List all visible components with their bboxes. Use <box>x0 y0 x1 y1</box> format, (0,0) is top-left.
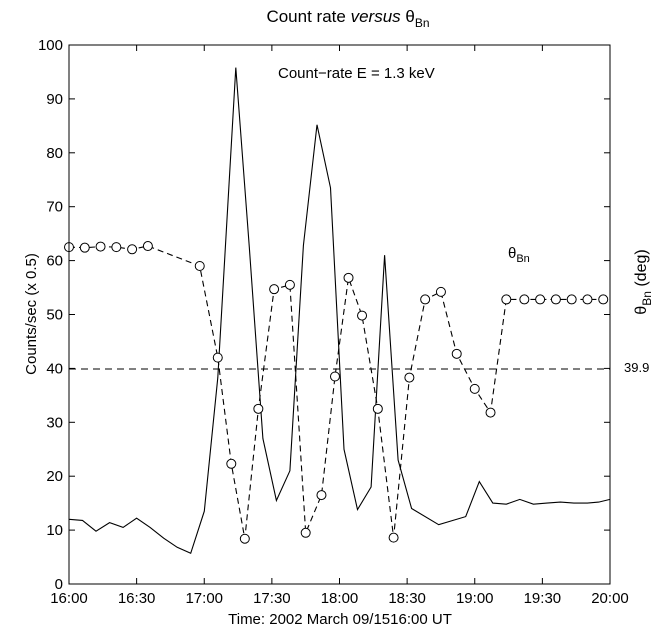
title-italic: versus <box>351 7 402 26</box>
x-tick-label: 19:00 <box>456 590 494 607</box>
theta-annotation: θBn <box>508 245 530 265</box>
right-axis-label: θBn (deg) <box>633 249 654 314</box>
title-main: Count rate <box>266 7 345 26</box>
theta-bn-point <box>435 286 446 297</box>
reference-value-label: 39.9 <box>624 360 649 375</box>
y-tick-label: 0 <box>55 576 63 593</box>
theta-bn-point <box>127 244 138 255</box>
y-tick-label: 60 <box>46 253 63 270</box>
right-label-theta: θ <box>633 306 650 315</box>
theta-bn-point <box>451 348 462 359</box>
chart-title: Count rate versus θBn <box>266 7 429 30</box>
theta-bn-point <box>420 294 431 305</box>
theta-bn-point <box>519 294 530 305</box>
y-tick-label: 80 <box>46 145 63 162</box>
theta-bn-point <box>372 403 383 414</box>
y-tick-label: 20 <box>46 468 63 485</box>
theta-annotation-symbol: θ <box>508 245 516 262</box>
theta-bn-point <box>582 294 593 305</box>
theta-bn-point <box>253 403 264 414</box>
y-tick-label: 50 <box>46 307 63 324</box>
title-theta: θ <box>405 7 414 26</box>
theta-bn-point <box>226 458 237 469</box>
y-tick-label: 30 <box>46 414 63 431</box>
count-rate-line <box>68 67 611 555</box>
theta-bn-point <box>535 294 546 305</box>
x-axis-label: Time: 2002 March 09/1516:00 UT <box>228 611 452 628</box>
x-tick-label: 18:30 <box>388 590 426 607</box>
y-axis-label: Counts/sec (x 0.5) <box>23 253 40 375</box>
ticks-layer: 0 10 20 30 40 50 60 70 80 90 100 16:00 16:30 17:00 17:… <box>38 37 629 607</box>
theta-bn-point <box>79 242 90 253</box>
theta-bn-point <box>357 310 368 321</box>
theta-bn-point <box>550 294 561 305</box>
x-tick-label: 20:00 <box>591 590 629 607</box>
theta-bn-point <box>300 527 311 538</box>
y-tick-label: 100 <box>38 37 63 54</box>
theta-bn-point <box>388 532 399 543</box>
x-tick-label: 18:00 <box>321 590 359 607</box>
theta-bn-point <box>343 272 354 283</box>
theta-bn-point <box>501 294 512 305</box>
right-label-unit: (deg) <box>633 249 650 291</box>
y-tick-label: 70 <box>46 199 63 216</box>
theta-bn-point <box>194 260 205 271</box>
theta-bn-point <box>269 284 280 295</box>
theta-annotation-sub: Bn <box>516 253 529 265</box>
theta-bn-point <box>284 279 295 290</box>
x-tick-label: 19:30 <box>524 590 562 607</box>
series-layer <box>64 67 611 555</box>
theta-bn-point <box>598 294 609 305</box>
theta-bn-point <box>469 383 480 394</box>
theta-bn-point <box>212 352 223 363</box>
theta-bn-point <box>485 407 496 418</box>
theta-bn-point <box>95 241 106 252</box>
theta-bn-point <box>239 533 250 544</box>
x-tick-label: 16:30 <box>118 590 156 607</box>
theta-bn-point <box>316 490 327 501</box>
right-label-sub: Bn <box>640 291 654 306</box>
y-tick-label: 90 <box>46 91 63 108</box>
x-tick-label: 17:30 <box>253 590 291 607</box>
theta-bn-point <box>404 372 415 383</box>
theta-bn-point <box>142 241 153 252</box>
y-tick-label: 10 <box>46 522 63 539</box>
theta-bn-point <box>566 294 577 305</box>
title-sub: Bn <box>415 16 430 30</box>
theta-bn-point <box>329 371 340 382</box>
x-tick-label: 17:00 <box>185 590 223 607</box>
count-rate-annotation: Count−rate E = 1.3 keV <box>278 65 435 82</box>
theta-bn-point <box>111 242 122 253</box>
x-tick-label: 16:00 <box>50 590 88 607</box>
plot-frame <box>68 44 611 585</box>
y-tick-label: 40 <box>46 360 63 377</box>
